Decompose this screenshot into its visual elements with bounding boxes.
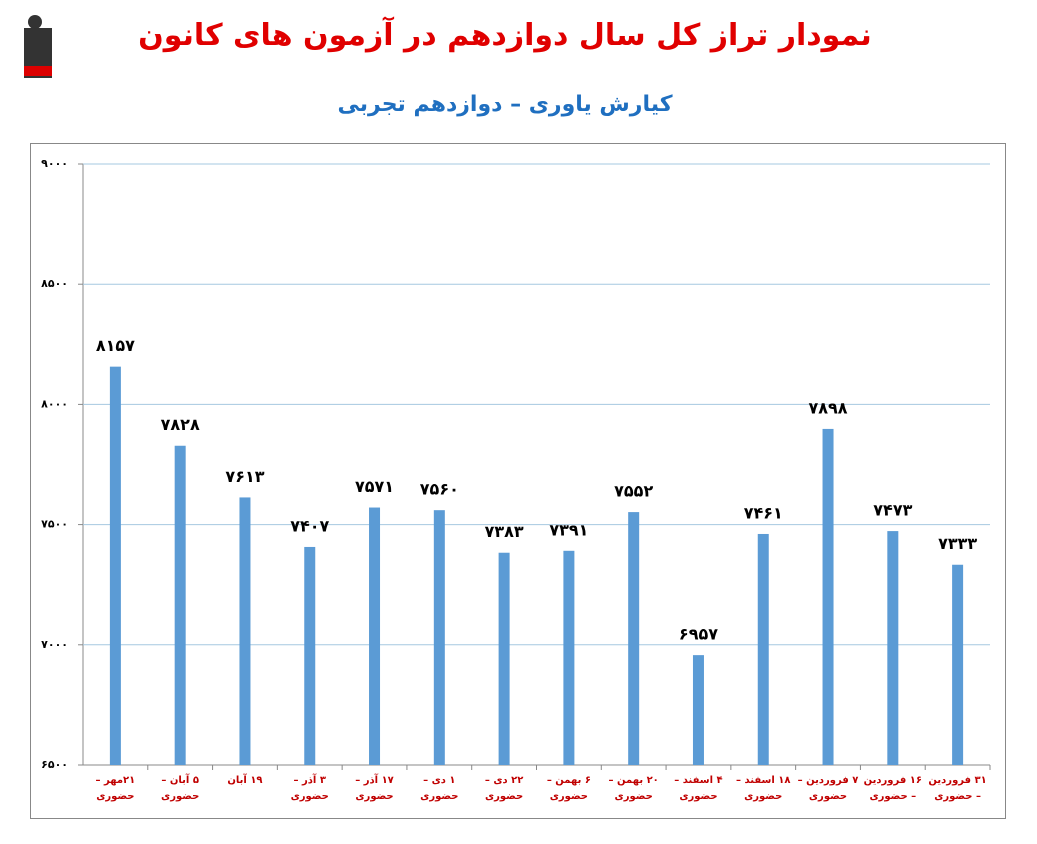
data-label: ۷۸۹۸ xyxy=(809,398,848,417)
data-label: ۸۱۵۷ xyxy=(96,336,135,355)
y-tick-label: ۶۵۰۰ xyxy=(41,758,68,771)
x-tick-label: ۳۱ فروردین – حضوری xyxy=(928,775,987,802)
logo xyxy=(24,15,52,78)
data-label: ۷۴۶۱ xyxy=(744,503,783,522)
data-label: ۷۳۳۳ xyxy=(938,534,977,553)
y-tick-label: ۸۰۰۰ xyxy=(41,397,68,410)
data-label: ۷۸۲۸ xyxy=(161,415,200,434)
y-tick-label: ۷۰۰۰ xyxy=(41,638,68,651)
data-label: ۷۵۵۲ xyxy=(614,482,653,501)
data-label: ۷۶۱۳ xyxy=(225,467,264,486)
y-tick-label: ۹۰۰۰ xyxy=(41,157,68,170)
bar xyxy=(952,564,964,765)
x-tick-label: ۴ اسفند – حضوری xyxy=(674,775,723,802)
x-tick-label: ۱۷ آذر – حضوری xyxy=(355,775,394,802)
data-label: ۶۹۵۷ xyxy=(679,625,718,644)
bar xyxy=(628,512,640,765)
data-label: ۷۴۷۳ xyxy=(873,501,912,520)
bar xyxy=(304,546,316,765)
data-label: ۷۳۸۳ xyxy=(485,522,524,541)
bar xyxy=(692,655,704,765)
x-tick-label: ۳ آذر – حضوری xyxy=(290,775,329,802)
x-tick-label: ۱۸ اسفند – حضوری xyxy=(736,775,791,802)
bar xyxy=(822,428,834,765)
bar xyxy=(174,445,186,765)
x-tick-label: ۱۹ آبان xyxy=(227,775,263,786)
bar xyxy=(563,550,575,765)
x-tick-label: ۱۶ فروردین – حضوری xyxy=(863,775,922,802)
bar xyxy=(887,531,899,765)
data-label: ۷۵۷۱ xyxy=(355,477,394,496)
y-tick-label: ۸۵۰۰ xyxy=(41,277,68,290)
bar xyxy=(239,497,251,765)
chart-title: نمودار تراز کل سال دوازدهم در آزمون های … xyxy=(138,18,872,53)
data-label: ۷۴۰۷ xyxy=(290,516,329,535)
x-tick-label: ۷ فروردین – حضوری xyxy=(797,775,859,802)
x-tick-label: ۵ آبان – حضوری xyxy=(161,775,200,802)
x-tick-label: ۱ دی – حضوری xyxy=(420,775,459,802)
bar xyxy=(757,533,769,765)
bar xyxy=(109,366,121,765)
data-label: ۷۵۶۰ xyxy=(420,480,459,499)
chart-frame xyxy=(30,143,1006,819)
chart-subtitle: کیارش یاوری – دوازدهم تجربی xyxy=(337,92,673,117)
bar xyxy=(369,507,381,765)
x-tick-label: ۶ بهمن – حضوری xyxy=(546,775,591,802)
x-tick-label: ۲۰ بهمن – حضوری xyxy=(608,775,659,802)
bar xyxy=(433,510,445,765)
bar xyxy=(498,552,510,765)
y-tick-label: ۷۵۰۰ xyxy=(41,518,68,531)
x-tick-label: ۲۱مهر – حضوری xyxy=(95,775,136,802)
x-tick-label: ۲۲ دی – حضوری xyxy=(484,775,524,802)
data-label: ۷۳۹۱ xyxy=(549,520,588,539)
